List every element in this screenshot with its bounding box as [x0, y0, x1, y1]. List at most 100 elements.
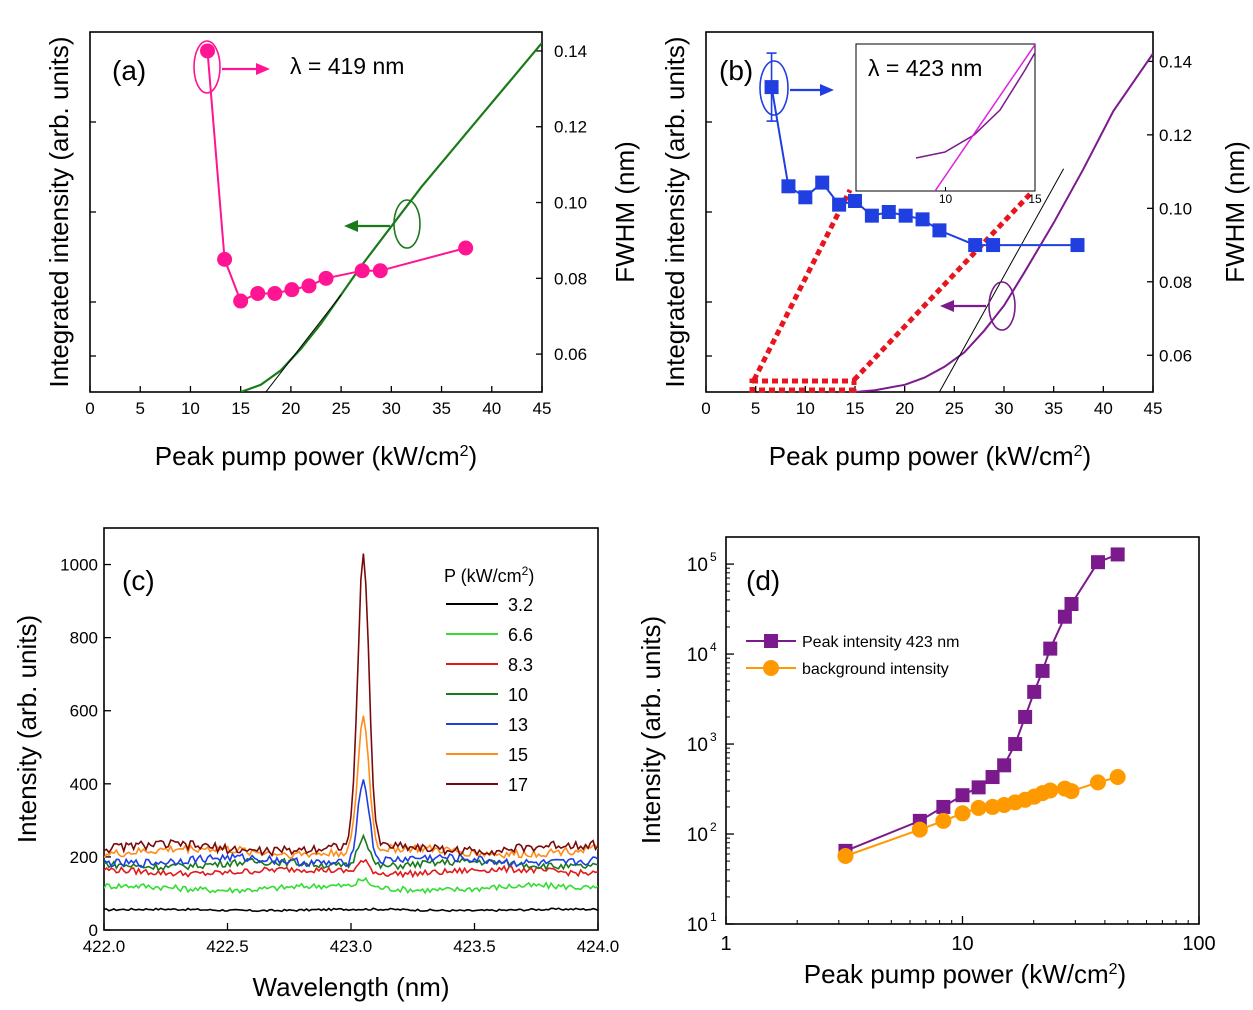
panel-a-label: (a)	[112, 55, 146, 86]
panel-a-frame	[89, 31, 543, 393]
panel-d-ytick-exponent: 1	[710, 910, 717, 924]
panel-d-square-point	[1035, 663, 1050, 678]
panel-b-fwhm-point	[848, 193, 862, 208]
panel-c-legend-entry: 17	[508, 775, 528, 795]
panel-b-xtick-label: 35	[1044, 399, 1063, 418]
panel-c-spectrum-3.2	[104, 907, 598, 913]
panel-b-xtick-label: 25	[945, 399, 964, 418]
panel-b-ytick-label: 0.14	[1159, 52, 1192, 71]
panel-b-inset-frame	[855, 43, 1036, 192]
panel-d-xtick-label: 1	[720, 933, 731, 955]
panel-b-xlabel: Peak pump power (kW/cm2)	[769, 441, 1091, 471]
panel-d-ytick-label: 10	[687, 555, 708, 576]
panel-c-legend-title-sup: 2	[522, 564, 529, 578]
panel-a-fwhm-point	[250, 285, 266, 301]
panel-c-legend-title-close: )	[528, 566, 534, 586]
panel-d-frame	[725, 536, 1200, 925]
panel-d-square-point	[997, 758, 1012, 773]
panel-b-xtick-label: 45	[1144, 399, 1163, 418]
panel-d-ylabel: Intensity (arb. units)	[636, 616, 666, 844]
panel-d-ytick-exponent: 2	[710, 820, 717, 834]
panel-c-legend-entry: 3.2	[508, 595, 533, 615]
panel-d-legend-entry: Peak intensity 423 nm	[802, 634, 959, 651]
panel-d-square-point	[1027, 684, 1042, 699]
panel-d-square-point	[1018, 709, 1033, 724]
panel-b-fwhm-point	[864, 208, 879, 223]
panel-a-fwhm-point	[267, 285, 283, 301]
panel-d-ytick-exponent: 5	[710, 550, 717, 564]
panel-b-xtick-label: 10	[796, 399, 815, 418]
panel-c-legend-entry: 6.6	[508, 625, 533, 645]
panel-d-circle-point	[911, 821, 928, 838]
panel-b-wavelength-annotation: λ = 423 nm	[868, 55, 982, 81]
panel-c-plot	[104, 553, 598, 913]
panel-b-xtick-label: 40	[1094, 399, 1113, 418]
panel-a-fwhm-point	[284, 282, 300, 298]
panel-a-fwhm-arrow	[222, 63, 270, 75]
panel-b-fwhm-point	[932, 223, 947, 238]
panel-d-ytick-label: 10	[687, 735, 708, 756]
panel-a: 0 5 10 15 20 25 30 35 40 45 0.06 0.08 0.10 0.12 0.14 (…	[44, 31, 640, 471]
panel-a-intensity-arrow	[344, 220, 390, 232]
panel-a-ytick-label: 0.06	[554, 345, 587, 364]
panel-a-xtick-label: 0	[85, 399, 94, 418]
panel-a-fwhm-point	[318, 270, 334, 286]
panel-c-legend-entry: 8.3	[508, 655, 533, 675]
panel-a-ytick-label: 0.10	[554, 194, 587, 213]
panel-d-square-point	[955, 788, 970, 803]
panel-b-fwhm-point	[764, 80, 779, 95]
panel-a-ylabel-left: Integrated intensity (arb. units)	[44, 36, 74, 387]
panel-d-square-point	[1110, 547, 1125, 562]
panel-c-ytick-label: 200	[70, 848, 98, 867]
panel-d-square-point	[971, 780, 986, 795]
panel-c-spectrum-8.3	[104, 858, 598, 879]
panel-a-xtick-label: 45	[533, 399, 552, 418]
panel-d-xlabel: Peak pump power (kW/cm2)	[804, 959, 1126, 989]
panel-b-inset-fit-line	[934, 44, 1035, 191]
panel-b-fit-line	[938, 168, 1065, 392]
panel-d-xtick-label: 100	[1182, 933, 1215, 955]
panel-d-ytick-label: 10	[687, 645, 708, 666]
panel-d-label: (d)	[746, 565, 780, 596]
panel-a-fwhm-point	[217, 251, 233, 267]
panel-b-ylabel-right: FWHM (nm)	[1220, 141, 1250, 283]
panel-b-fwhm-callout	[759, 60, 789, 116]
panel-d-plot	[837, 547, 1126, 864]
panel-c-label: (c)	[122, 565, 155, 596]
panel-a-fwhm-point	[458, 240, 474, 256]
panel-b-ytick-label: 0.12	[1159, 126, 1192, 145]
panel-b-fwhm-point	[968, 238, 983, 253]
panel-d-square-point	[936, 799, 951, 814]
panel-b-ylabel-left: Integrated intensity (arb. units)	[660, 36, 690, 387]
panel-d-ytick-label: 10	[687, 915, 708, 936]
panel-d-legend: Peak intensity 423 nm background intensit…	[746, 634, 959, 678]
panel-c-legend: P (kW/cm2) 3.2 6.6 8.3 10 13 15 17	[444, 564, 534, 795]
panel-d-square-point	[1043, 641, 1058, 656]
panel-d-circle-point	[837, 847, 854, 864]
panel-a-intensity-callout	[393, 199, 421, 249]
panel-c-xtick-label: 424.0	[577, 937, 620, 956]
panel-b-fwhm-point	[781, 179, 796, 194]
panel-d-circle-point	[954, 805, 971, 822]
panel-b-markers	[764, 52, 1085, 253]
panel-c-spectrum-13	[104, 779, 598, 868]
panel-a-xtick-label: 25	[332, 399, 351, 418]
panel-d-square-point	[1008, 737, 1023, 752]
panel-b-xtick-label: 15	[846, 399, 865, 418]
panel-a-xtick-label: 20	[281, 399, 300, 418]
panel-a-fwhm-point	[233, 293, 249, 309]
panel-b-zoom-indicator	[749, 188, 1034, 393]
panel-b-fwhm-point	[798, 190, 813, 205]
panel-b-fwhm-point	[986, 238, 1001, 253]
panel-c-ticks: 422.0 422.5 423.0 423.5 424.0 0 200 400 600 800 10…	[60, 556, 619, 956]
panel-b-inset-intensity-line	[915, 51, 1035, 159]
panel-a-xtick-label: 35	[432, 399, 451, 418]
panel-c: 422.0 422.5 423.0 423.5 424.0 0 200 400 600 800 10…	[12, 527, 619, 1002]
panel-b-fwhm-point	[815, 175, 830, 190]
panel-c-spectrum-6.6	[104, 876, 598, 895]
panel-d-legend-marker	[764, 634, 778, 648]
panel-d-square-point	[1057, 609, 1072, 624]
panel-d-circle-point	[1089, 774, 1106, 791]
panel-b: 0 5 10 15 20 25 30 35 40 45 0.06 0.08 0.10 0.12 0.14 5…	[660, 31, 1250, 471]
